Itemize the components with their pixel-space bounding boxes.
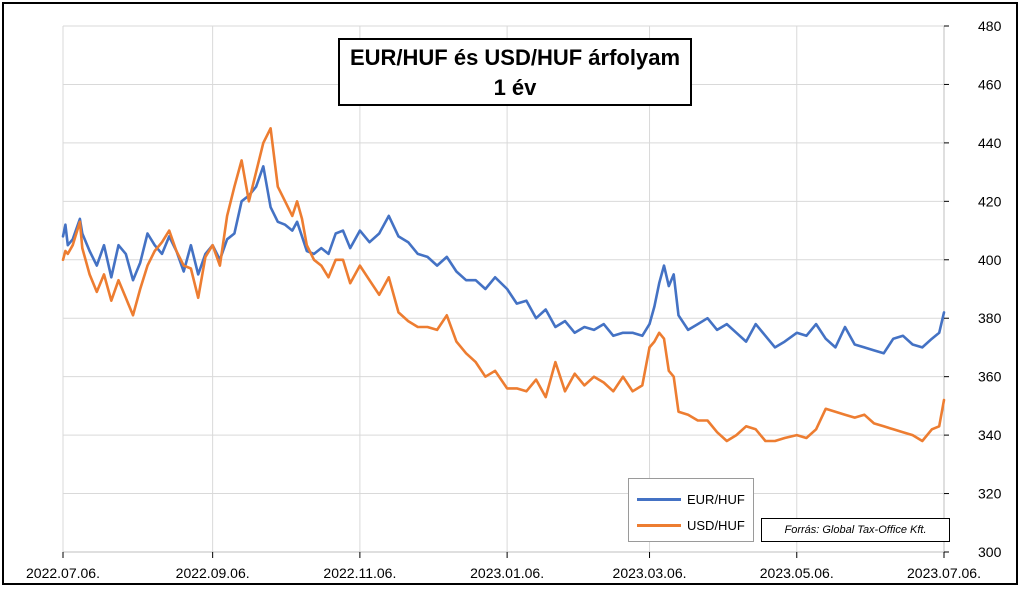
series-line-usd-huf: [61, 127, 946, 443]
legend-label-eur: EUR/HUF: [687, 491, 745, 507]
legend-label-usd: USD/HUF: [687, 517, 745, 533]
chart-title: EUR/HUF és USD/HUF árfolyam 1 év: [338, 38, 692, 106]
series-layer: [61, 127, 946, 443]
legend-swatch-eur: [637, 497, 681, 501]
y-tick-label: 380: [978, 310, 1002, 326]
x-tick-label: 2023.05.06.: [760, 565, 834, 581]
y-tick-label: 340: [978, 427, 1002, 443]
x-tick-label: 2022.09.06.: [176, 565, 250, 581]
y-tick-label: 320: [978, 486, 1002, 502]
y-tick-label: 300: [978, 544, 1002, 560]
x-tick-label: 2022.11.06.: [323, 565, 396, 581]
source-note: Forrás: Global Tax-Office Kft.: [761, 518, 950, 542]
legend: EUR/HUF USD/HUF: [628, 478, 754, 542]
y-tick-label: 440: [978, 135, 1002, 151]
chart-title-line2: 1 év: [493, 75, 537, 100]
legend-item-usd: USD/HUF: [637, 517, 745, 533]
x-tick-label: 2022.07.06.: [26, 565, 100, 581]
y-tick-label: 420: [978, 193, 1002, 209]
y-tick-label: 480: [978, 18, 1002, 34]
legend-item-eur: EUR/HUF: [637, 491, 745, 507]
y-tick-label: 460: [978, 76, 1002, 92]
x-tick-label: 2023.07.06.: [907, 565, 981, 581]
y-tick-label: 360: [978, 369, 1002, 385]
x-tick-label: 2023.03.06.: [613, 565, 687, 581]
x-tick-label: 2023.01.06.: [470, 565, 544, 581]
chart-title-line1: EUR/HUF és USD/HUF árfolyam: [349, 45, 681, 70]
y-tick-label: 400: [978, 252, 1002, 268]
tick-layer: 300 320 340 360 380 400 420 440 460 480 2022.07.06…: [26, 18, 1002, 581]
legend-swatch-usd: [637, 523, 681, 527]
